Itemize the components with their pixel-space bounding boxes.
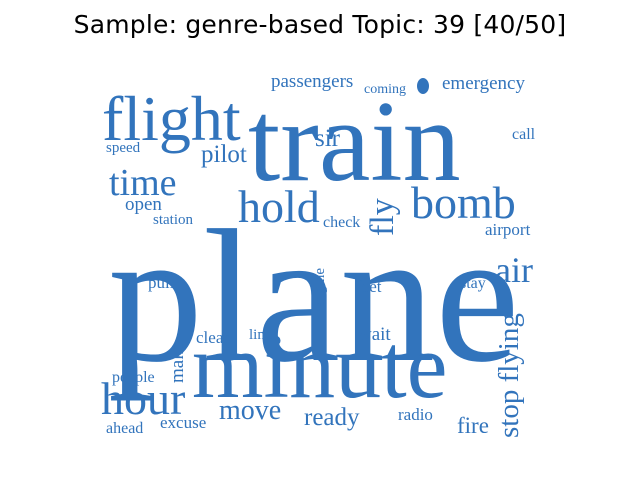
word-pilot: pilot <box>201 141 247 168</box>
word-plane: plane <box>108 192 519 402</box>
word-passengers: passengers <box>271 71 353 92</box>
word-emergency: emergency <box>442 73 525 94</box>
word-hour: hour <box>101 373 185 424</box>
word-clear: clear <box>196 328 229 347</box>
word-airport: airport <box>485 220 531 239</box>
word-move: move <box>219 395 281 426</box>
word-people: people <box>112 369 155 386</box>
word-ahead: ahead <box>106 420 143 437</box>
word-open: open <box>125 194 162 215</box>
word-coming: coming <box>364 82 406 97</box>
figure-title: Sample: genre-based Topic: 39 [40/50] <box>73 10 567 39</box>
word-engine: engine <box>312 268 328 308</box>
word-fire: fire <box>457 413 489 438</box>
word-train: train <box>248 78 461 206</box>
word-wait: wait <box>358 324 391 345</box>
word-make: make <box>167 342 188 383</box>
dot-mark <box>417 78 429 94</box>
word-radio: radio <box>398 405 433 424</box>
word-flight: flight <box>102 83 241 154</box>
word-check: check <box>323 214 360 231</box>
word-feet: feet <box>356 277 382 296</box>
word-ready: ready <box>304 404 360 431</box>
word-speed: speed <box>106 140 141 156</box>
word-fly: air <box>495 250 533 290</box>
word-bomb: bomb <box>411 177 516 228</box>
word-air: fly <box>364 198 401 236</box>
word-stay: stay <box>460 275 486 292</box>
word-sir: sir <box>315 125 341 152</box>
word-stop-flying: stop flying <box>493 313 525 438</box>
word-pull: pull <box>148 273 175 292</box>
word-time: time <box>109 162 177 204</box>
word-hold: hold <box>238 181 320 232</box>
word-line: line <box>249 327 272 343</box>
word-station: station <box>153 212 193 228</box>
word-excuse: excuse <box>160 413 206 432</box>
word-call: call <box>512 126 536 143</box>
word-minute: minute <box>192 315 448 417</box>
